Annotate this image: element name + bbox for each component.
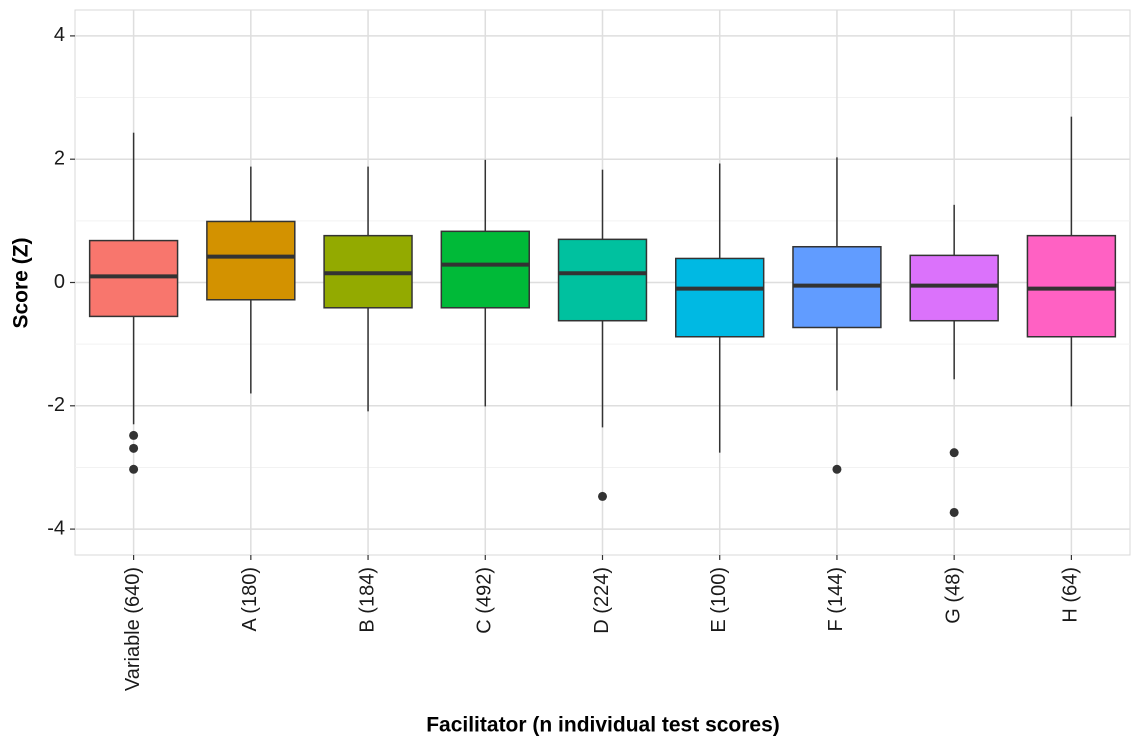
y-axis-title: Score (Z) xyxy=(10,237,33,328)
x-tick-label: A (180) xyxy=(239,567,261,631)
outlier xyxy=(598,491,607,501)
x-tick-label: H (64) xyxy=(1060,567,1082,623)
y-tick-label: -2 xyxy=(47,394,65,416)
box xyxy=(440,230,530,309)
y-tick-label: 2 xyxy=(54,147,65,169)
box xyxy=(675,257,765,338)
x-tick-label: B (184) xyxy=(356,567,378,633)
outlier xyxy=(129,443,139,453)
x-tick-label: D (224) xyxy=(591,567,613,634)
outlier xyxy=(832,464,842,474)
outlier xyxy=(129,464,139,474)
y-tick-label: 0 xyxy=(54,271,65,293)
box xyxy=(909,254,999,322)
x-tick-label: Variable (640) xyxy=(122,567,144,691)
x-tick-label: F (144) xyxy=(825,567,847,631)
outlier xyxy=(949,507,959,517)
x-tick-label: C (492) xyxy=(474,567,496,634)
x-axis-title: Facilitator (n individual test scores) xyxy=(426,714,780,737)
x-tick-label: E (100) xyxy=(708,567,730,633)
box xyxy=(88,239,179,318)
box xyxy=(557,238,648,322)
box xyxy=(1026,234,1117,338)
x-tick-label: G (48) xyxy=(942,567,964,624)
outlier xyxy=(949,448,959,458)
y-tick-label: 4 xyxy=(54,24,65,46)
y-tick-label: -4 xyxy=(47,517,65,539)
box xyxy=(206,220,296,301)
outlier xyxy=(129,430,139,440)
